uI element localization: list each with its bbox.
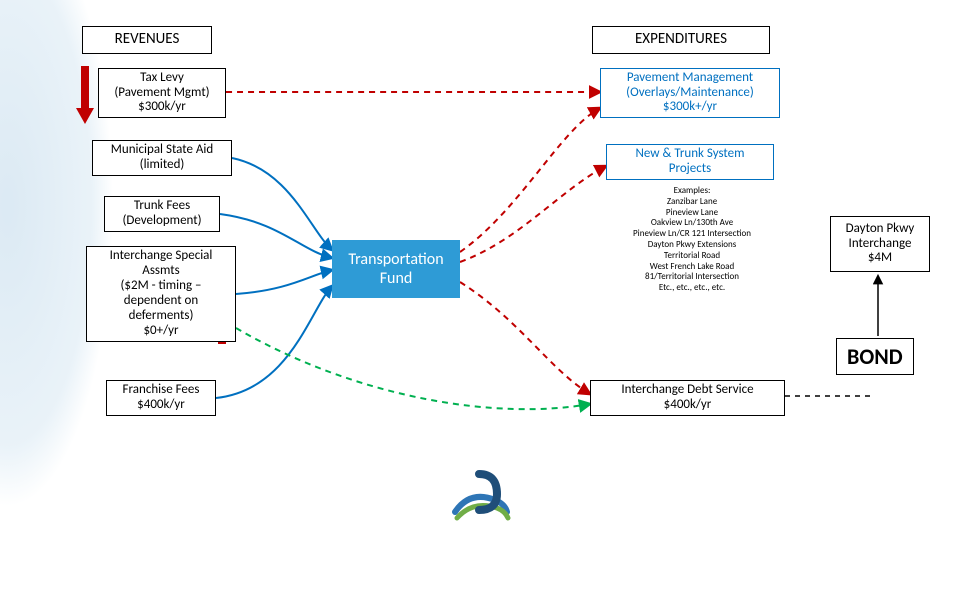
msa-box: Municipal State Aid(limited) [92,140,232,176]
dayton-pkwy-box: Dayton PkwyInterchange$4M [830,216,930,272]
expenditures-header: EXPENDITURES [592,26,770,54]
pavement-mgmt-box: Pavement Management(Overlays/Maintenance… [600,68,780,118]
tax-levy-box: Tax Levy(Pavement Mgmt)$300k/yr [98,68,226,118]
logo-icon [445,460,515,530]
example-line: Territorial Road [612,251,772,262]
interchange-assmts-box: Interchange SpecialAssmts($2M - timing –… [86,246,236,342]
examples-list: Examples: Zanzibar Lane Pineview Lane Oa… [612,186,772,294]
example-line: Etc., etc., etc., etc. [612,283,772,294]
revenues-header: REVENUES [82,26,212,54]
trunk-fees-box: Trunk Fees(Development) [104,196,220,232]
franchise-fees-box: Franchise Fees$400k/yr [106,380,216,416]
bond-box: BOND [836,338,914,375]
red-arrow-down [76,66,94,126]
example-line: Zanzibar Lane [612,197,772,208]
new-trunk-box: New & Trunk SystemProjects [606,144,774,180]
debt-service-box: Interchange Debt Service$400k/yr [590,380,785,416]
transportation-fund: TransportationFund [332,240,460,298]
